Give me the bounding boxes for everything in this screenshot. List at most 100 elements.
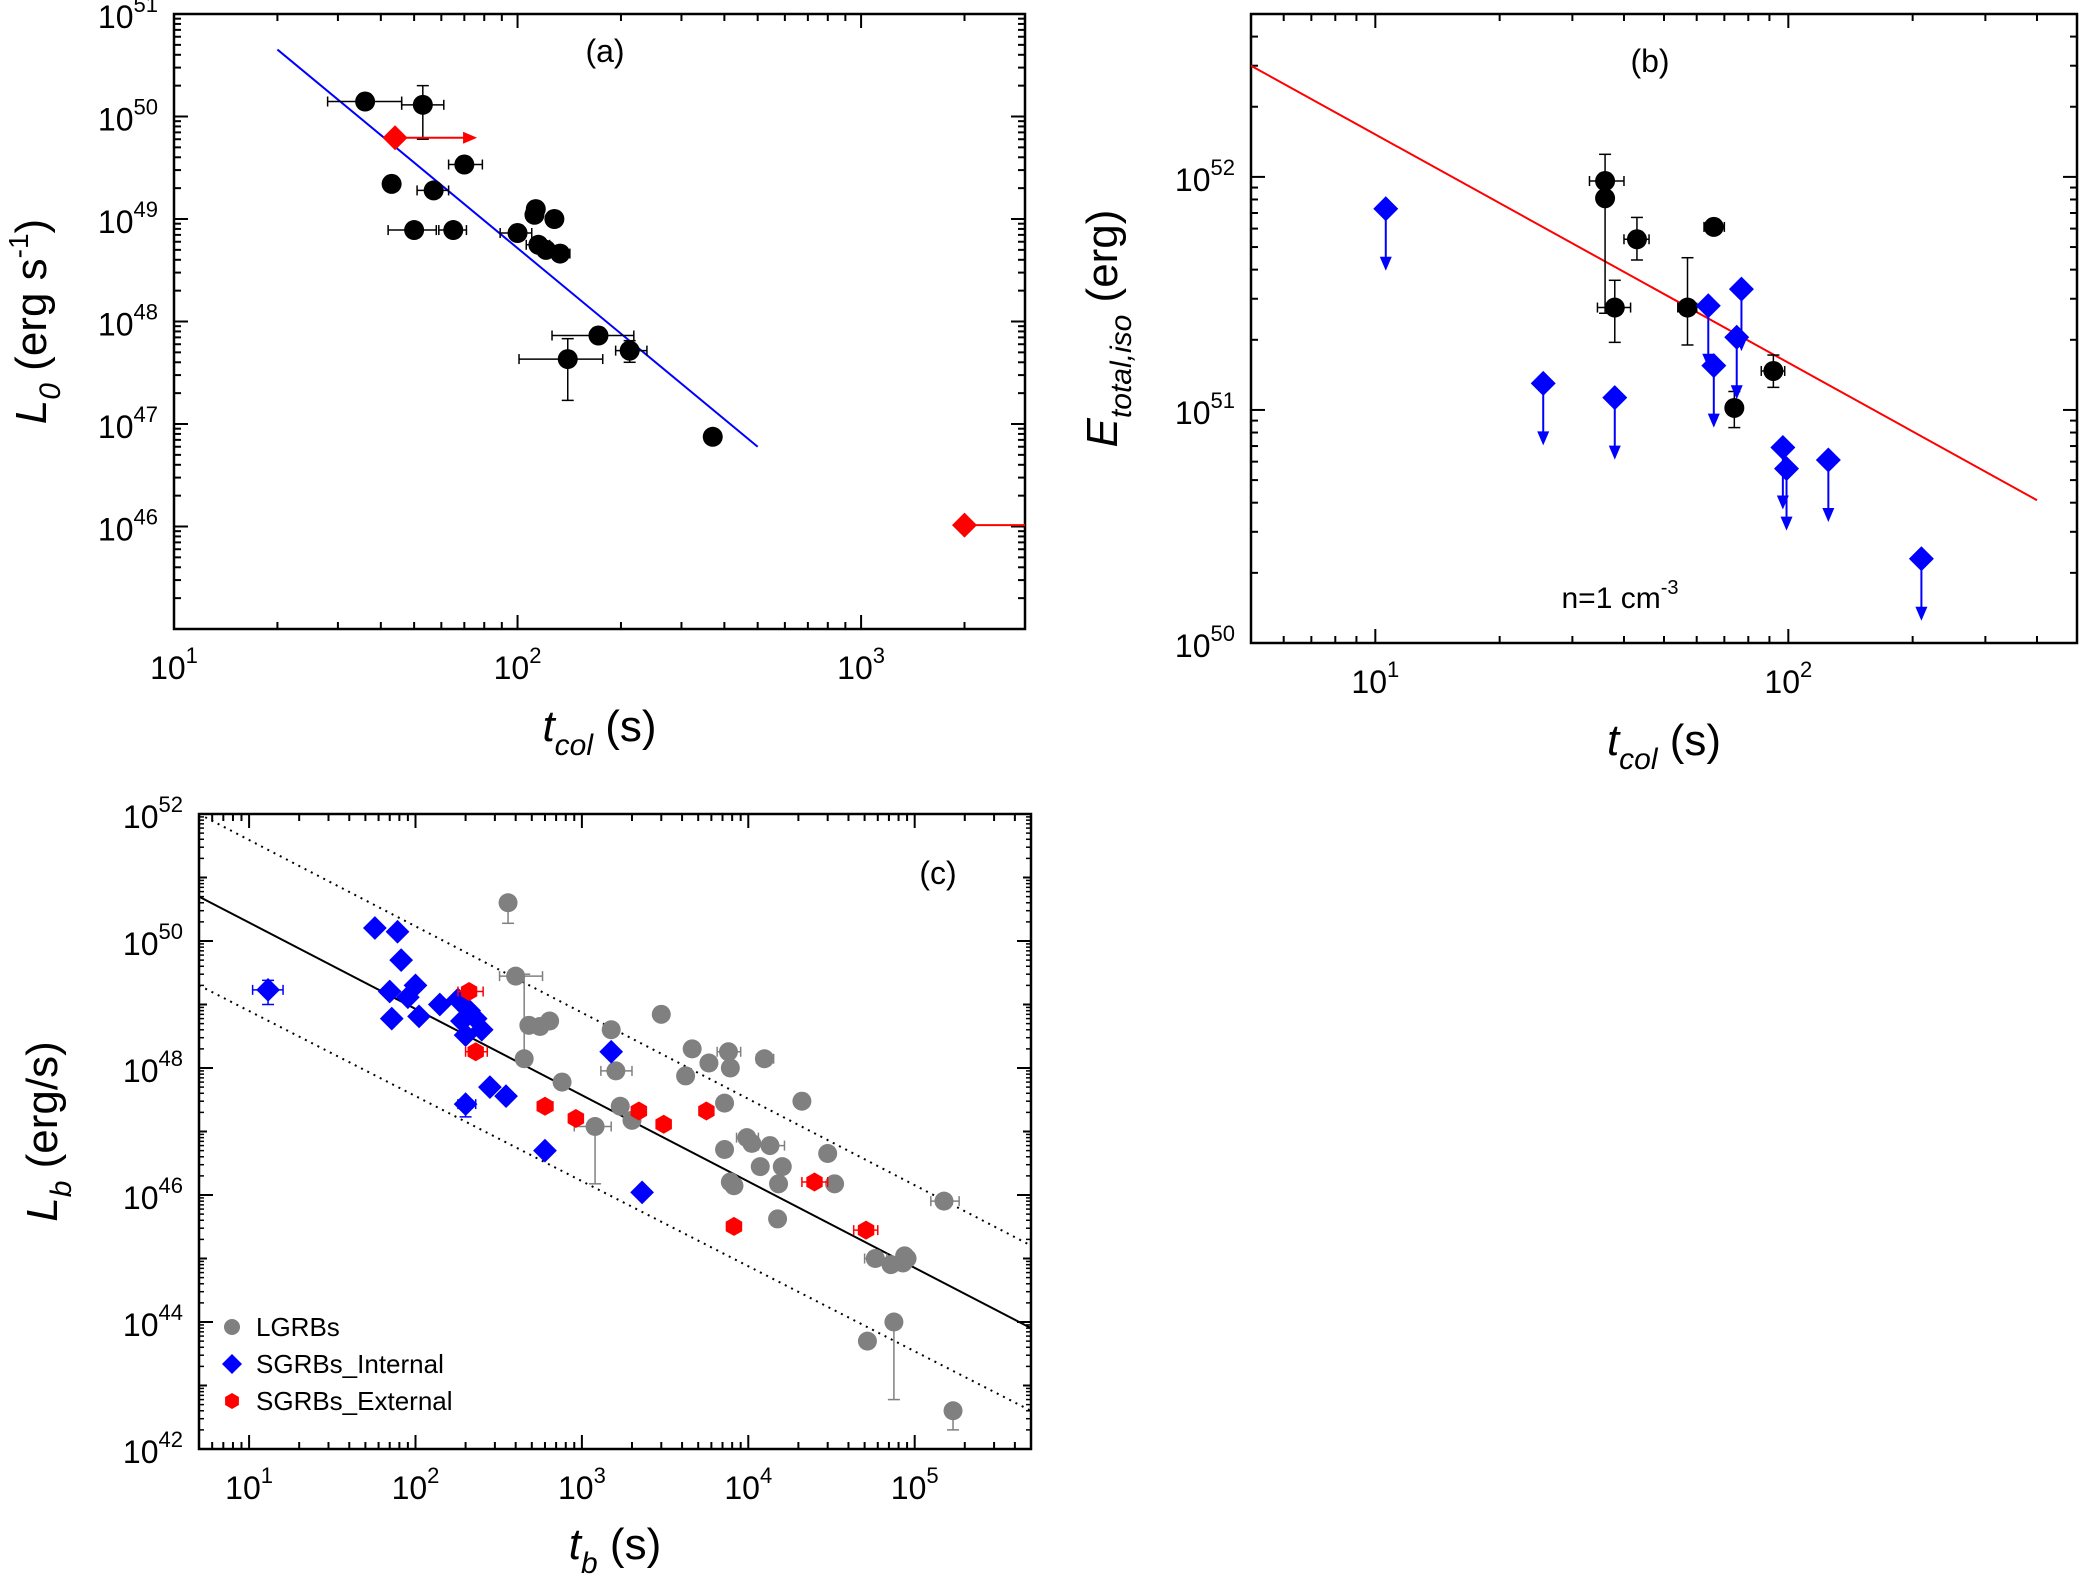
y-tick-label: 1051 bbox=[98, 0, 158, 35]
x-tick-label: 101 bbox=[225, 1463, 273, 1506]
bound-line bbox=[199, 984, 1031, 1412]
marker-diamond bbox=[469, 1017, 494, 1042]
data-point bbox=[1602, 385, 1628, 460]
marker-diamond bbox=[1815, 447, 1841, 473]
marker-diamond bbox=[1701, 353, 1727, 379]
data-point bbox=[857, 1331, 877, 1351]
marker-circle bbox=[792, 1091, 812, 1111]
marker-circle bbox=[552, 1072, 572, 1092]
marker-circle bbox=[865, 1249, 885, 1268]
plot-frame-a bbox=[172, 12, 1027, 631]
marker-circle bbox=[525, 199, 546, 220]
limit-arrowhead bbox=[1707, 413, 1720, 428]
y-tick-label: 1047 bbox=[98, 402, 158, 445]
x-tick-label: 102 bbox=[1764, 657, 1812, 700]
data-point bbox=[389, 948, 414, 972]
data-point bbox=[533, 1138, 557, 1163]
data-point bbox=[499, 223, 533, 244]
data-point bbox=[536, 1096, 554, 1116]
x-tick-label: 102 bbox=[494, 643, 542, 686]
marker-circle bbox=[1763, 360, 1784, 381]
data-point bbox=[326, 91, 403, 112]
data-point bbox=[385, 919, 410, 944]
legend-label: SGRBs_External bbox=[256, 1386, 453, 1416]
data-point bbox=[863, 1249, 888, 1268]
series-diamond-ff0000 bbox=[382, 125, 1025, 538]
x-axis-label: tb (s) bbox=[569, 1520, 661, 1578]
marker-diamond bbox=[382, 125, 408, 151]
data-point bbox=[757, 1136, 786, 1156]
data-point bbox=[1623, 216, 1650, 261]
series-LGRBs bbox=[498, 893, 963, 1431]
data-point bbox=[544, 209, 565, 229]
data-point bbox=[1677, 256, 1698, 346]
x-axis-label: tcol (s) bbox=[1607, 716, 1721, 776]
marker-circle bbox=[760, 1136, 780, 1156]
data-point bbox=[702, 426, 723, 447]
ticks-b bbox=[1250, 13, 2078, 644]
data-point bbox=[416, 180, 450, 201]
ticks-c bbox=[198, 813, 1032, 1450]
marker-hexagon bbox=[630, 1101, 648, 1121]
marker-diamond bbox=[377, 979, 402, 1004]
marker-diamond bbox=[1530, 370, 1556, 396]
panel-annotation: (a) bbox=[585, 33, 624, 69]
marker-circle bbox=[601, 1020, 621, 1040]
data-point bbox=[601, 1020, 621, 1040]
marker-circle bbox=[588, 325, 609, 346]
data-point bbox=[551, 325, 635, 346]
marker-diamond bbox=[599, 1039, 624, 1064]
marker-circle bbox=[557, 349, 578, 370]
marker-hexagon bbox=[806, 1172, 823, 1192]
marker-diamond bbox=[1373, 196, 1399, 222]
limit-arrowhead bbox=[1379, 256, 1392, 271]
data-point bbox=[525, 199, 546, 220]
marker-diamond bbox=[407, 1004, 431, 1029]
marker-circle bbox=[702, 426, 723, 447]
panel-b: 101 102 1050 1051 1052 tcol (s) Etotal,iso (er… bbox=[1078, 12, 2079, 776]
marker-circle bbox=[676, 1066, 696, 1086]
data-point bbox=[754, 1049, 775, 1069]
data-point bbox=[1596, 279, 1632, 344]
marker-diamond bbox=[1695, 293, 1721, 319]
data-point bbox=[498, 893, 518, 925]
limit-arrowhead bbox=[1608, 445, 1621, 460]
series-diamond-0000ff bbox=[1373, 196, 1934, 621]
marker-circle bbox=[943, 1401, 963, 1421]
marker-diamond bbox=[453, 1092, 478, 1116]
y-tick-label: 1044 bbox=[123, 1300, 183, 1343]
data-point bbox=[1373, 196, 1399, 271]
marker-circle bbox=[897, 1249, 917, 1268]
data-point bbox=[750, 1157, 770, 1177]
data-point bbox=[952, 512, 1025, 538]
data-point bbox=[742, 1133, 762, 1153]
marker-diamond bbox=[379, 1006, 404, 1031]
marker-circle bbox=[550, 243, 571, 264]
marker-circle bbox=[540, 1011, 560, 1031]
data-point bbox=[447, 154, 484, 175]
series-circle-000000 bbox=[1588, 153, 1786, 429]
marker-hexagon bbox=[460, 982, 478, 1001]
marker-diamond bbox=[427, 992, 452, 1017]
marker-diamond bbox=[385, 919, 410, 944]
panel-annotation: (b) bbox=[1630, 43, 1669, 79]
y-tick-label: 1046 bbox=[123, 1173, 183, 1216]
fit-line bbox=[276, 48, 759, 448]
limit-arrowhead bbox=[463, 131, 478, 144]
data-point bbox=[362, 916, 387, 940]
data-point bbox=[498, 966, 544, 986]
y-tick-label: 1050 bbox=[1175, 621, 1235, 664]
marker-diamond bbox=[630, 1180, 654, 1205]
data-point bbox=[614, 339, 648, 364]
marker-circle bbox=[750, 1157, 770, 1177]
data-point bbox=[599, 1039, 624, 1064]
data-point bbox=[1908, 546, 1934, 621]
data-point bbox=[1774, 456, 1800, 531]
marker-hexagon bbox=[567, 1109, 585, 1128]
marker-circle bbox=[1724, 397, 1745, 418]
marker-diamond bbox=[256, 977, 280, 1002]
marker-circle bbox=[544, 209, 565, 229]
ticks-a bbox=[173, 13, 1026, 630]
marker-circle bbox=[715, 1140, 735, 1160]
